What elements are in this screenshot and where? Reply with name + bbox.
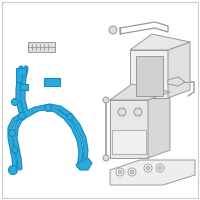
Polygon shape	[130, 50, 168, 98]
Polygon shape	[28, 42, 55, 52]
Circle shape	[128, 168, 136, 176]
Circle shape	[158, 166, 162, 170]
Circle shape	[134, 108, 142, 116]
Circle shape	[44, 104, 52, 112]
Polygon shape	[136, 56, 163, 96]
Circle shape	[130, 170, 134, 174]
Circle shape	[144, 164, 152, 172]
Circle shape	[146, 166, 150, 170]
Polygon shape	[20, 84, 28, 90]
Circle shape	[103, 97, 109, 103]
Polygon shape	[168, 42, 190, 98]
Polygon shape	[110, 100, 148, 158]
Polygon shape	[76, 158, 92, 170]
Circle shape	[118, 170, 122, 174]
Circle shape	[12, 98, 18, 106]
Circle shape	[67, 114, 73, 120]
Polygon shape	[168, 77, 185, 86]
Circle shape	[156, 164, 164, 172]
Polygon shape	[44, 78, 60, 86]
Polygon shape	[148, 92, 170, 158]
Polygon shape	[130, 34, 190, 50]
Circle shape	[116, 168, 124, 176]
Circle shape	[8, 166, 18, 174]
Circle shape	[12, 147, 18, 153]
Polygon shape	[110, 160, 195, 185]
Polygon shape	[110, 84, 170, 100]
Circle shape	[109, 26, 117, 34]
Circle shape	[103, 155, 109, 161]
Bar	[112, 130, 146, 154]
Circle shape	[118, 108, 126, 116]
Polygon shape	[16, 68, 26, 82]
Circle shape	[8, 130, 16, 136]
Circle shape	[18, 112, 26, 119]
